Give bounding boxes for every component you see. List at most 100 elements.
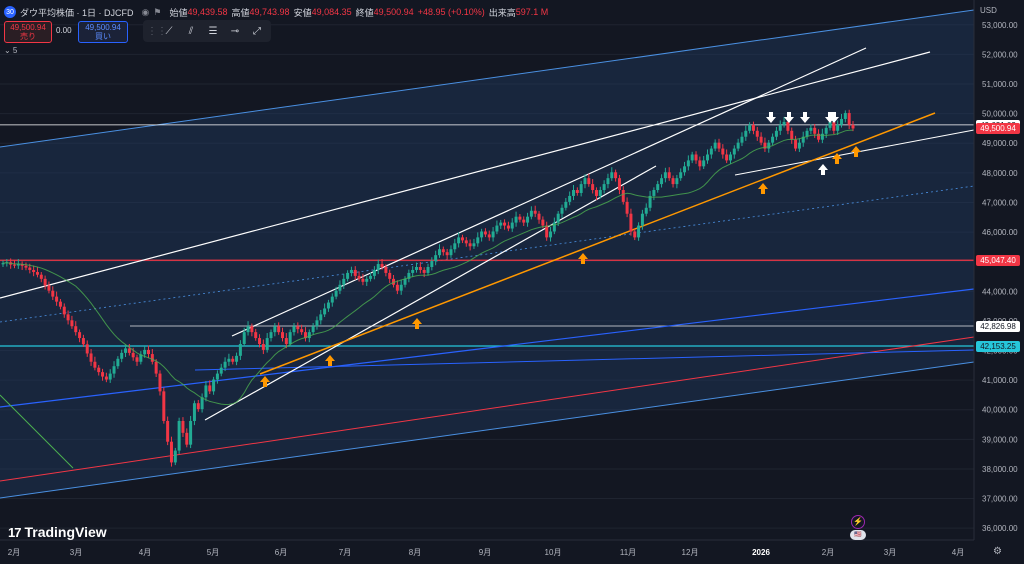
brand-name: TradingView [24,524,107,540]
candle-body [265,338,269,350]
candle-body [323,308,327,315]
price-tick-label: 38,000.00 [982,465,1018,474]
candle-body [231,358,235,362]
flag-icon[interactable]: ⚑ [153,6,162,17]
horizontal-ray-icon[interactable]: ⊸ [230,25,240,37]
candle-body [637,225,641,238]
resistance-arrow-icon [829,112,839,123]
high-value: 49,743.98 [249,7,290,17]
symbol-logo-icon: 30 [4,6,16,18]
candle-body [683,166,687,173]
candle-body [47,285,51,291]
candle-body [112,366,116,374]
eye-icon[interactable]: ◉ [141,6,150,17]
candle-body [181,420,185,433]
candle-body [817,133,821,140]
candle-body [602,184,606,191]
candle-body [269,332,273,339]
white-trend-line [231,47,867,337]
time-tick-label: 3月 [884,548,896,557]
candle-body [583,178,587,185]
candle-body [744,130,748,137]
candle-body [778,124,782,131]
candle-body [177,420,181,451]
price-tick-label: 37,000.00 [982,495,1018,504]
candle-body [169,441,173,463]
buy-button[interactable]: 49,500.94 買い [78,21,128,43]
time-tick-label: 5月 [207,548,219,557]
time-tick-label: 11月 [620,548,636,557]
volume-value: 597.1 M [515,7,549,17]
symbol-name[interactable]: ダウ平均株価 · 1日 · DJCFD [20,7,134,18]
candle-body [709,148,713,155]
candle-body [629,213,633,232]
candle-body [725,154,729,161]
channel-lower-line [0,361,975,499]
candle-body [315,320,319,327]
candle-body [342,278,346,285]
grip-icon[interactable]: ⋮⋮ [147,25,167,37]
candle-body [173,450,177,463]
candle-body [529,210,533,217]
candle-body [457,237,461,244]
candle-body [330,296,334,303]
candle-body [55,296,59,302]
ray-icon[interactable]: ⤢ [253,25,261,37]
candle-body [242,332,246,344]
candle-body [491,231,495,238]
candle-body [598,190,602,196]
candle-body [395,284,399,291]
candle-body [828,121,832,128]
us-flag-event-icon[interactable]: 🇺🇸 [850,530,866,540]
indicator-toggle[interactable]: ⌄ 5 [4,46,18,55]
candle-body [487,234,491,238]
fib-retracement-icon[interactable]: ☰ [208,25,218,37]
candle-body [139,354,143,362]
parallel-channel-icon[interactable]: ⫽ [188,25,194,37]
white-trend-line [204,165,657,421]
candle-body [702,160,706,167]
price-tick-label: 50,000.00 [982,110,1018,119]
candle-body [767,142,771,149]
trend-line-icon[interactable]: ⟋ [165,25,173,37]
candle-body [774,130,778,137]
candle-body [771,136,775,143]
candle-body [453,243,457,250]
candle-body [369,275,373,279]
candle-body [39,274,43,279]
candle-body [196,403,200,410]
candle-body [258,338,262,344]
sell-button[interactable]: 49,500.94 売り [4,21,52,43]
candle-body [158,373,162,392]
candle-body [679,172,683,179]
candle-body [326,302,330,309]
settings-gear-icon[interactable]: ⚙ [993,546,1002,557]
candle-body [426,267,430,273]
price-level-label: 49,500.94 [976,123,1020,135]
time-tick-label: 4月 [952,548,964,557]
red-trend-line [0,336,975,482]
price-level-label: 42,153.25 [976,340,1020,352]
candle-body [617,178,621,191]
candle-body [392,278,396,285]
candle-body [319,314,323,321]
candle-body [120,352,124,359]
candle-body [541,219,545,226]
price-tick-label: 41,000.00 [982,376,1018,385]
candle-body [510,222,514,229]
price-tick-label: 48,000.00 [982,169,1018,178]
support-arrow-icon [832,153,842,164]
candle-body [261,343,265,350]
candle-body [415,267,419,270]
lightning-event-icon[interactable]: ⚡ [851,515,865,529]
candle-body [506,225,510,229]
candle-body [614,172,618,179]
currency-label[interactable]: USD [980,6,997,15]
candle-body [694,154,698,161]
candle-body [204,385,208,398]
candle-body [568,195,572,202]
candle-body [219,367,223,374]
resistance-arrow-icon [784,112,794,123]
candle-body [208,385,212,392]
